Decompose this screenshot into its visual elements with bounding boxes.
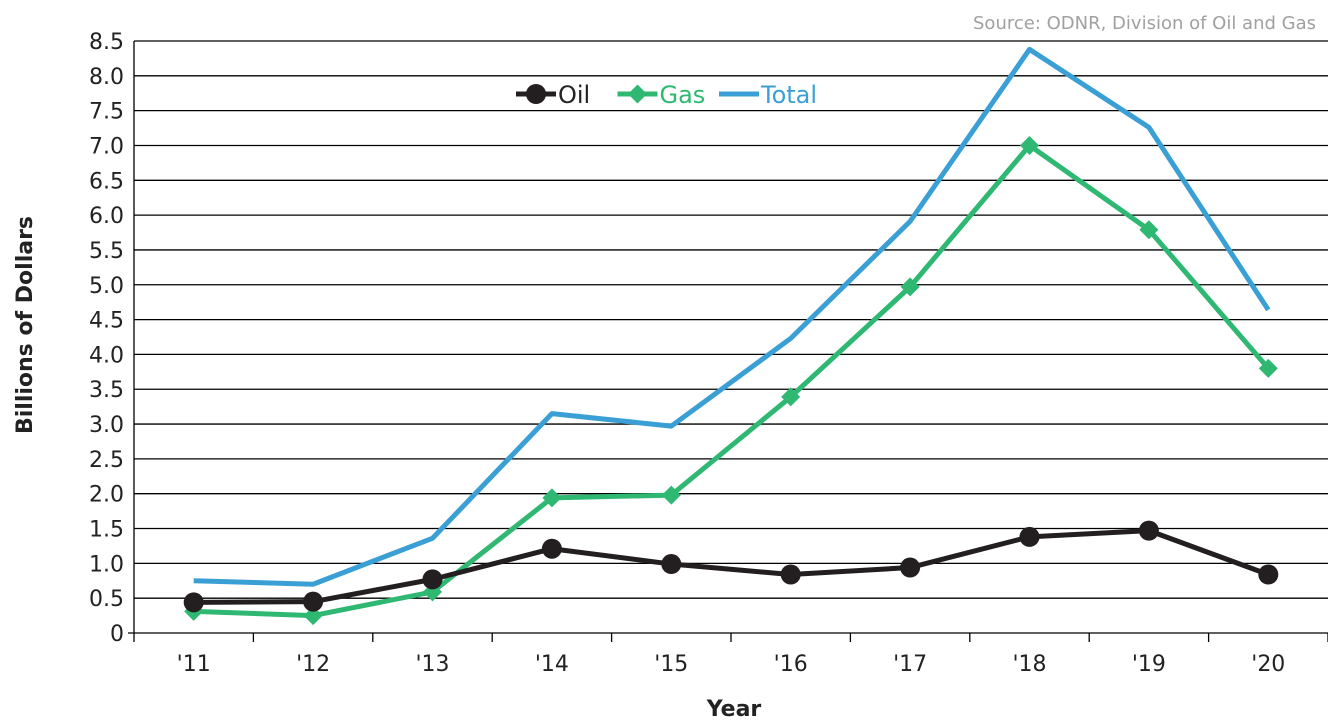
data-point-oil [780,564,801,585]
y-tick-label: 4.0 [89,343,124,368]
data-point-gas [900,277,920,297]
y-tick-label: 0.5 [89,587,124,612]
y-tick-label: 7.0 [89,134,124,159]
series-line-oil [193,528,1270,605]
legend-marker [628,84,647,104]
y-tick-label: 1.5 [89,518,124,543]
y-tick-label: 7.5 [89,100,124,125]
y-tick-label: 4.5 [89,309,124,334]
data-point-oil [541,538,562,559]
x-tick-label: '15 [654,652,688,677]
series-oil [183,520,1279,613]
x-tick-label: '18 [1012,652,1046,677]
legend: Oil Gas Total [516,81,817,109]
data-point-gas [1020,135,1039,155]
series-line-total [193,46,1271,587]
data-point-gas [1139,220,1159,240]
y-tick-label: 3.5 [89,378,124,403]
x-tick-label: '17 [893,652,927,677]
data-point-gas [781,387,801,407]
data-point-oil [661,554,682,575]
gridlines [134,40,1328,599]
x-tick-label: '19 [1132,652,1166,677]
y-tick-label: 2.5 [89,448,124,473]
y-tick-label: 2.0 [89,483,124,508]
x-axis-title: Year [706,697,762,722]
axes: 0 0.5 1.0 1.5 2.0 2.5 3.0 3.5 4.0 4.5 5.0 5.5 6.0 6.5… [89,30,1328,677]
legend-item-total: Total [719,81,817,109]
data-point-gas [661,485,681,505]
legend-item-oil: Oil [516,81,590,109]
y-tick-label: 1.0 [89,552,124,577]
legend-item-gas: Gas [617,81,706,109]
y-axis-title: Billions of Dollars [13,216,38,434]
data-point-oil [1258,564,1279,585]
data-point-gas [542,488,562,508]
y-tick-label: 8.5 [89,30,124,55]
data-point-oil [1019,526,1040,547]
data-point-oil [900,557,921,578]
legend-label: Gas [660,81,706,109]
x-tick-label: '13 [415,652,449,677]
data-point-oil [303,591,324,612]
data-point-oil [183,592,204,613]
y-tick-label: 3.0 [89,413,124,438]
x-tick-label: '14 [535,652,569,677]
y-tick-label: 5.5 [89,239,124,264]
legend-marker [526,84,546,104]
y-tick-label: 6.5 [89,169,124,194]
x-tick-label: '12 [296,652,330,677]
series-line-gas [193,142,1271,619]
x-tick-label: '16 [774,652,808,677]
source-note: Source: ODNR, Division of Oil and Gas [973,13,1316,34]
legend-label: Total [760,81,817,109]
series-total [193,46,1271,587]
data-point-gas [1258,358,1278,378]
data-point-gas [303,606,323,626]
y-tick-label: 5.0 [89,274,124,299]
y-tick-label: 0 [110,622,124,647]
legend-label: Oil [558,81,590,109]
y-tick-label: 6.0 [89,204,124,229]
data-point-oil [1138,520,1159,541]
y-tick-label: 8.0 [89,65,124,90]
data-point-oil [422,569,443,590]
x-tick-label: '11 [177,652,211,677]
x-tick-label: '20 [1251,652,1285,677]
series-lines [183,46,1279,626]
